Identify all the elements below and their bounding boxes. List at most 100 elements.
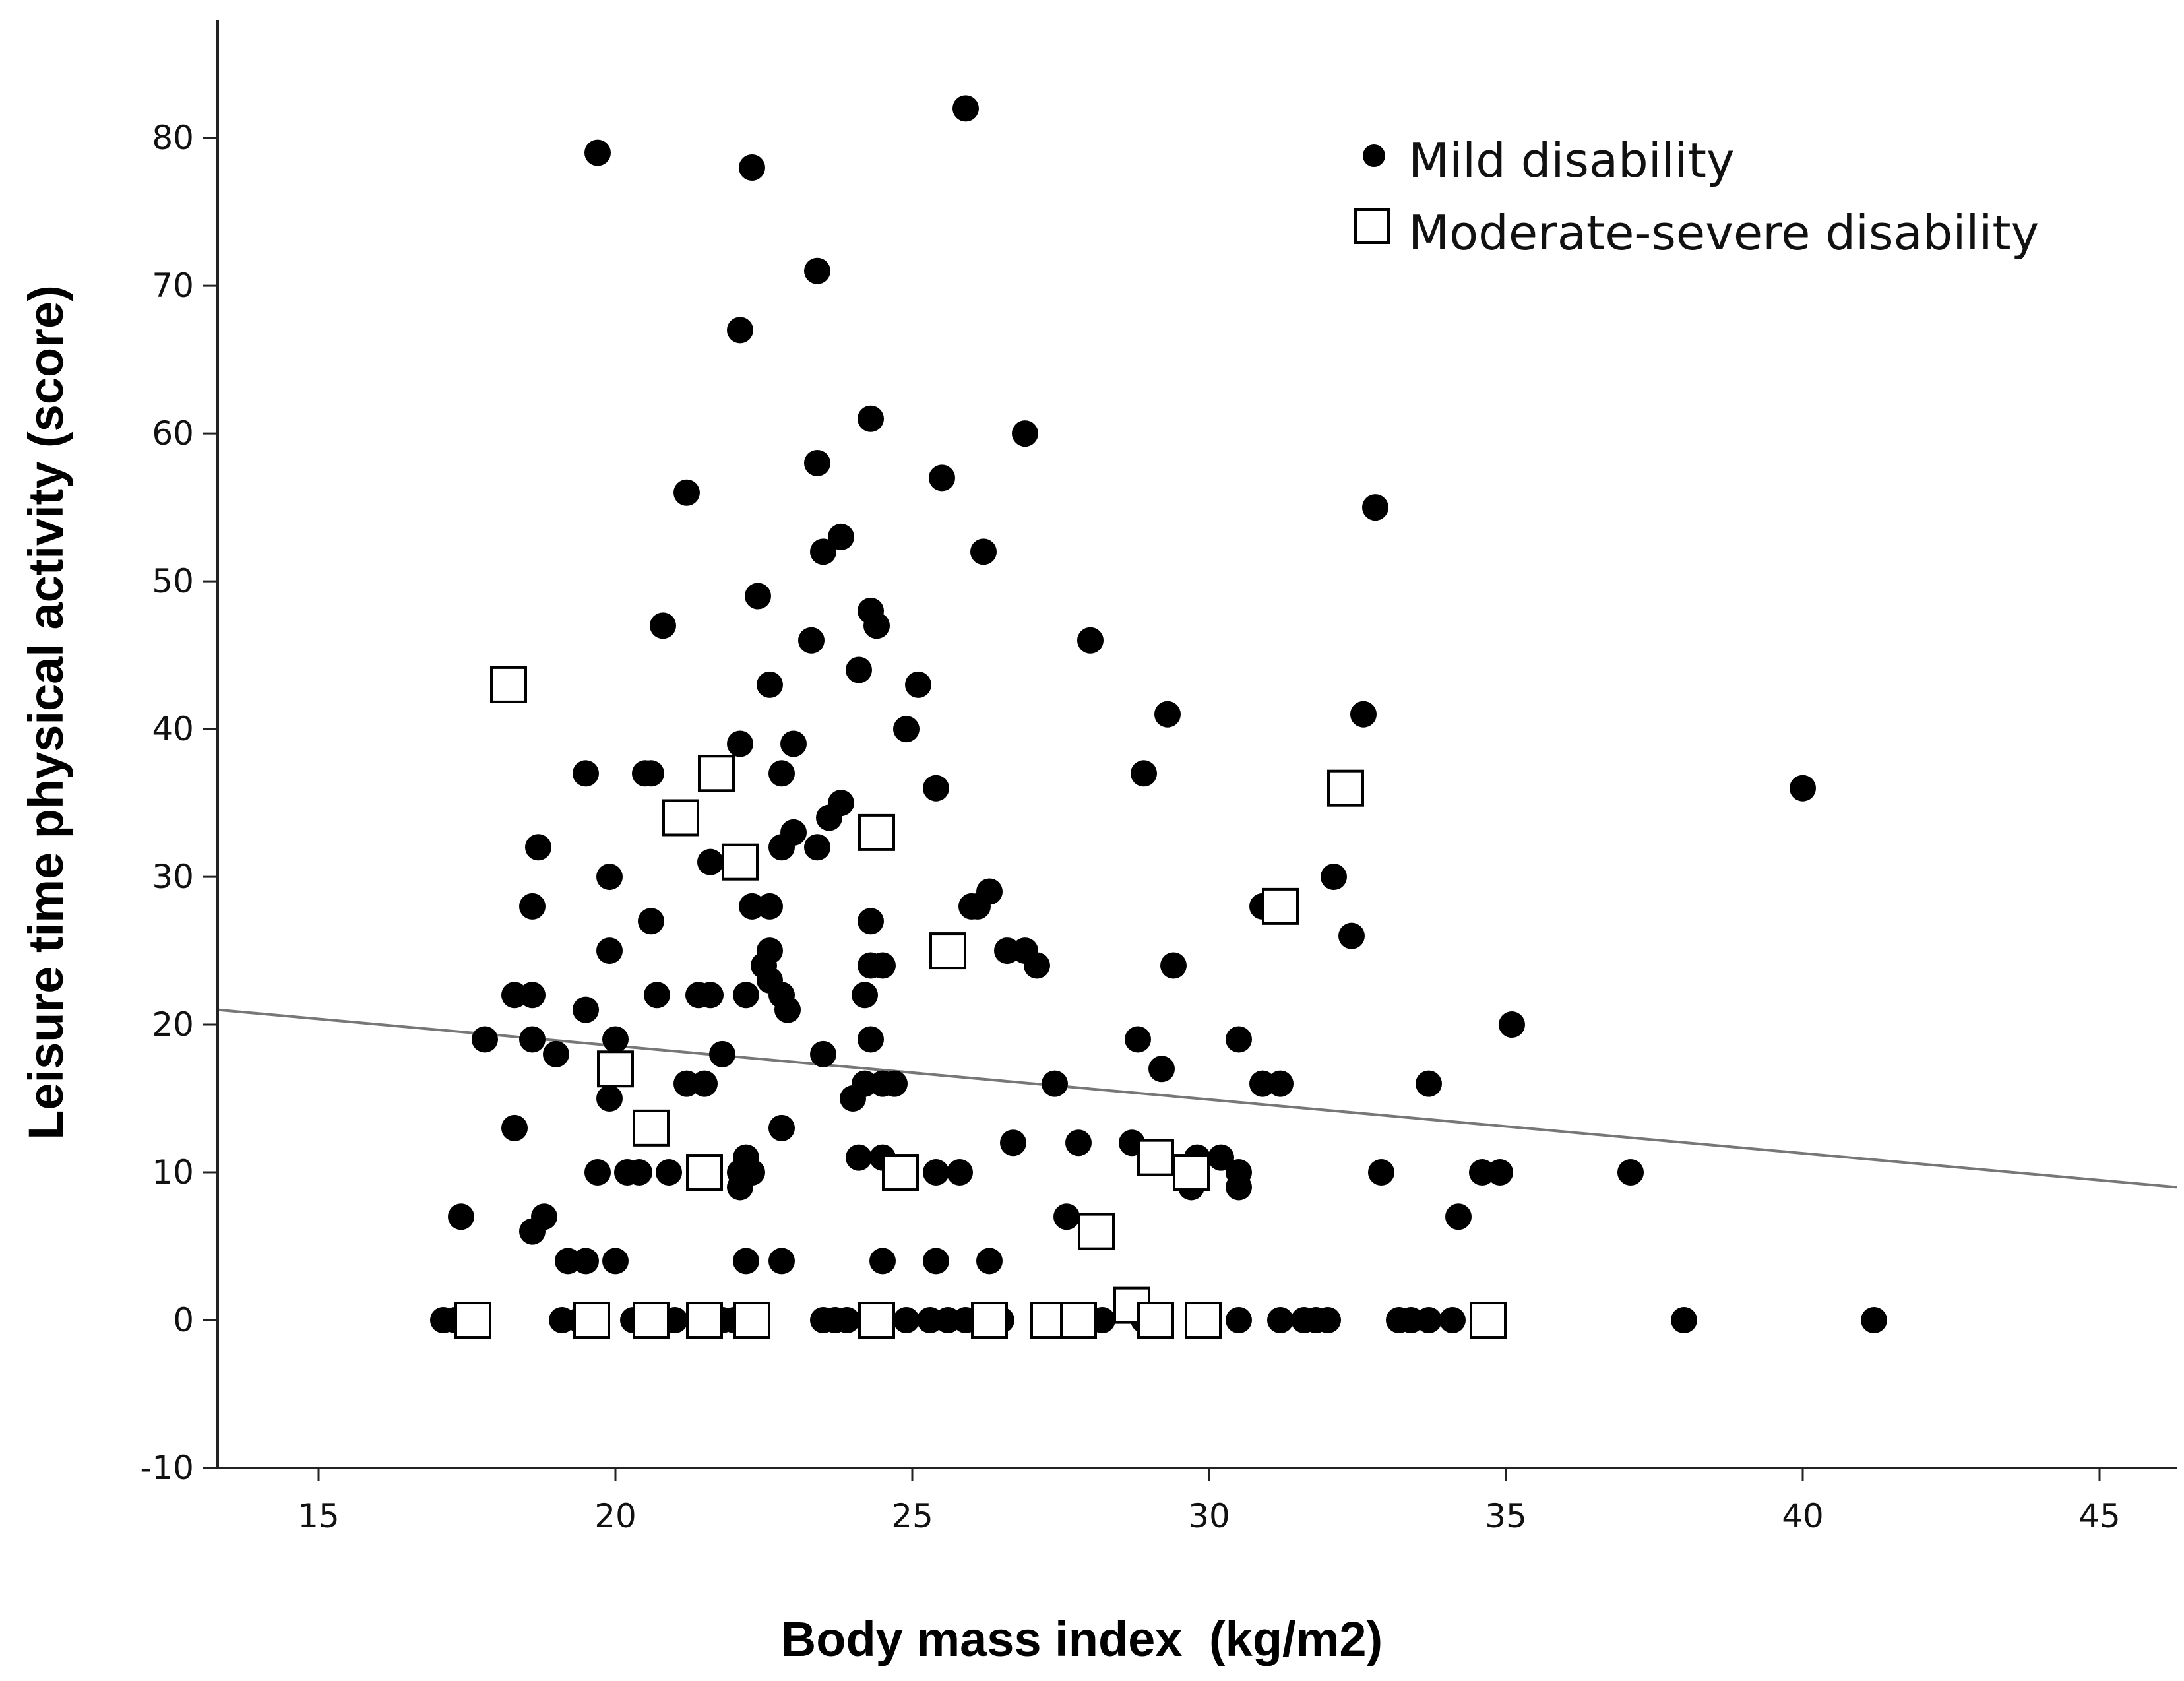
mild-point: [525, 834, 551, 861]
mild-point: [472, 1026, 498, 1053]
mild-point: [1154, 701, 1181, 728]
y-tick-label: 10: [152, 1153, 194, 1191]
mild-point: [1267, 1070, 1294, 1097]
mild-point: [1208, 1144, 1234, 1171]
mild-point: [1267, 1307, 1294, 1334]
x-axis-title: Body mass index (kg/m2): [781, 1612, 1383, 1666]
mild-point: [923, 775, 949, 802]
mild-point: [893, 716, 920, 743]
mild-point: [573, 1248, 599, 1275]
mild-point: [602, 1248, 629, 1275]
mild-point: [757, 671, 783, 698]
mild-point: [780, 730, 807, 757]
moderate-severe-point: [929, 932, 966, 970]
y-ticks: -10 0 10 20 30 40 50 60 70 80: [140, 119, 218, 1487]
moderate-severe-point: [1470, 1302, 1507, 1339]
axes: [216, 20, 2177, 1469]
mild-point: [852, 982, 878, 1009]
moderate-severe-point: [662, 799, 699, 837]
legend: Mild disability Moderate-severe disabili…: [1354, 133, 2039, 261]
mild-point: [638, 760, 664, 787]
x-tick-label: 40: [1782, 1497, 1824, 1535]
mild-point: [691, 1070, 718, 1097]
moderate-severe-point: [597, 1050, 634, 1088]
mild-point: [584, 139, 611, 166]
moderate-severe-point: [454, 1302, 491, 1339]
moderate-severe-point: [882, 1154, 919, 1191]
moderate-severe-point: [858, 1302, 895, 1339]
x-tick-label: 25: [891, 1497, 933, 1535]
mild-point: [519, 893, 546, 920]
mild-point: [602, 1026, 629, 1053]
mild-point: [964, 893, 991, 920]
mild-point: [727, 730, 753, 757]
moderate-severe-point: [573, 1302, 610, 1339]
y-tick-label: 50: [152, 562, 194, 600]
mild-point: [1042, 1070, 1068, 1097]
moderate-severe-point: [490, 666, 527, 703]
mild-point: [840, 1085, 866, 1112]
moderate-severe-point: [633, 1109, 670, 1147]
mild-point: [1053, 1203, 1080, 1230]
mild-point: [804, 449, 830, 476]
legend-circle-icon: [1363, 144, 1385, 167]
moderate-severe-point: [858, 813, 895, 851]
y-tick-label: 40: [152, 710, 194, 748]
mild-point: [519, 1026, 546, 1053]
mild-point: [929, 464, 955, 492]
mild-point: [1024, 952, 1050, 979]
mild-point: [923, 1248, 949, 1275]
moderate-severe-point: [1060, 1302, 1097, 1339]
mild-point: [650, 612, 676, 639]
mild-point: [1362, 494, 1388, 521]
mild-point: [1499, 1011, 1525, 1038]
mild-point: [644, 982, 670, 1009]
mild-point: [858, 908, 884, 935]
mild-point: [673, 479, 700, 506]
legend-label-mild: Mild disability: [1408, 133, 1735, 188]
mild-point: [697, 848, 724, 875]
mild-point: [1000, 1129, 1026, 1157]
mild-point: [1445, 1203, 1472, 1230]
mild-point: [1350, 701, 1377, 728]
mild-point: [656, 1159, 682, 1186]
mild-point: [745, 583, 771, 610]
legend-square-icon: [1354, 208, 1390, 244]
moderate-severe-point: [722, 843, 759, 881]
mild-point: [596, 864, 623, 891]
mild-point: [739, 154, 765, 181]
mild-point: [519, 982, 546, 1009]
y-tick-label: -10: [140, 1449, 194, 1487]
x-ticks: 15 20 25 30 35 40 45: [297, 1468, 2121, 1535]
mild-point: [1315, 1307, 1341, 1334]
mild-point: [774, 996, 801, 1023]
mild-point: [543, 1040, 569, 1067]
x-axis-title-unit: (kg/m2): [1209, 1612, 1383, 1666]
moderate-severe-point: [1262, 887, 1299, 925]
mild-point: [757, 893, 783, 920]
moderate-severe-point: [698, 755, 735, 792]
mild-point: [970, 538, 997, 565]
mild-point: [976, 1248, 1003, 1275]
moderate-severe-point: [1173, 1154, 1210, 1191]
mild-point: [1671, 1307, 1697, 1334]
mild-point: [804, 834, 830, 861]
x-tick-label: 45: [2078, 1497, 2121, 1535]
mild-point: [1416, 1307, 1442, 1334]
y-tick-label: 20: [152, 1005, 194, 1044]
mild-point: [869, 1248, 896, 1275]
x-tick-label: 30: [1188, 1497, 1230, 1535]
mild-point: [1148, 1056, 1175, 1083]
mild-point: [1617, 1159, 1644, 1186]
moderate-severe-point: [1185, 1302, 1222, 1339]
mild-point: [733, 982, 759, 1009]
mild-point: [1368, 1159, 1394, 1186]
moderate-severe-point: [1327, 769, 1364, 807]
mild-point: [1160, 952, 1187, 979]
mild-point: [768, 760, 795, 787]
mild-point: [798, 627, 825, 654]
points-layer: [430, 95, 1887, 1339]
mild-point: [1012, 420, 1038, 447]
mild-point: [768, 1248, 795, 1275]
